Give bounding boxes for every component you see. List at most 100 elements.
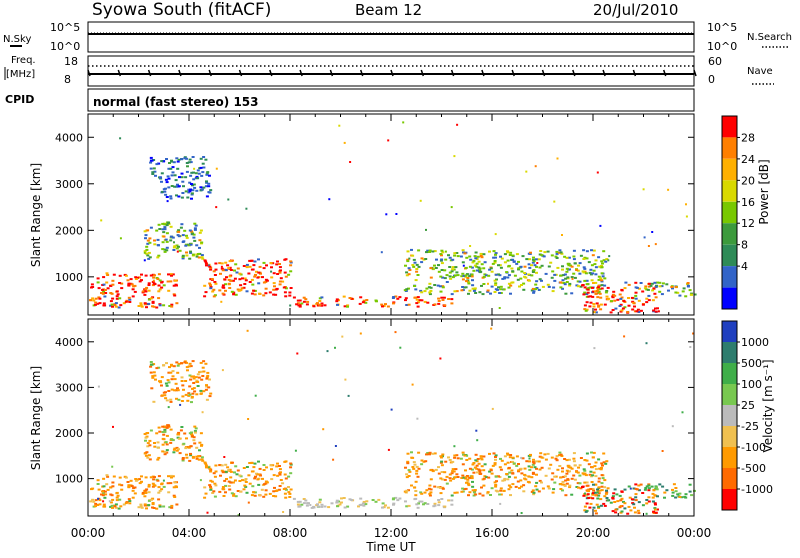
echo-cell (681, 290, 685, 293)
echo-cell (202, 156, 206, 158)
echo-cell (558, 465, 562, 467)
echo-cell (454, 468, 458, 471)
echo-cell (604, 462, 608, 465)
echo-cell (600, 474, 604, 477)
echo-cell (151, 482, 155, 485)
echo-cell (572, 452, 576, 455)
echo-cell (492, 256, 496, 259)
echo-cell (559, 483, 563, 485)
echo-cell (147, 284, 151, 286)
echo-cell (678, 492, 682, 495)
echo-cell (660, 293, 664, 296)
echo-cell (417, 265, 421, 268)
echo-cell (532, 256, 535, 259)
echo-cell (534, 288, 538, 291)
echo-cell (175, 449, 179, 452)
echo-cell (199, 186, 203, 189)
echo-cell (91, 297, 95, 300)
echo-cell (605, 258, 609, 261)
echo-cell (180, 158, 184, 161)
echo-cell (143, 452, 147, 455)
echo-cell (184, 380, 188, 382)
echo-cell (480, 263, 484, 266)
echo-cell (220, 267, 224, 270)
echo-cell (173, 294, 177, 297)
echo-cell (161, 443, 165, 446)
echo-cell (570, 265, 574, 268)
echo-cell (184, 447, 188, 450)
echo-cell (139, 503, 143, 506)
echo-cell (102, 276, 106, 279)
echo-cell (479, 457, 483, 460)
echo-cell (603, 486, 607, 489)
echo-cell (153, 239, 156, 242)
echo-cell (276, 462, 279, 465)
echo-cell (451, 276, 455, 279)
echo-cell (253, 293, 257, 296)
echo-cell (490, 327, 493, 330)
echo-cell (561, 234, 563, 236)
echo-cell (106, 274, 110, 276)
echo-cell (322, 428, 325, 431)
colorbar-segment (722, 321, 737, 342)
echo-cell (204, 158, 208, 161)
echo-cell (619, 303, 623, 306)
echo-cell (185, 437, 188, 440)
echo-cell (209, 470, 213, 473)
echo-cell (214, 282, 218, 285)
echo-cell (433, 504, 437, 507)
echo-cell (415, 302, 419, 305)
echo-cell (143, 259, 146, 262)
echo-cell (452, 470, 456, 473)
echo-cell (414, 490, 418, 492)
echo-cell (600, 462, 604, 465)
colorbar-tick-label: 500 (741, 357, 762, 370)
x-tick-label: 00:00 (71, 526, 106, 540)
echo-cell (190, 193, 194, 196)
echo-cell (441, 299, 445, 301)
echo-cell (650, 485, 654, 488)
echo-cell (448, 271, 452, 274)
echo-cell (406, 260, 410, 263)
echo-cell (585, 452, 589, 455)
echo-cell (224, 289, 227, 292)
freq-blip (299, 69, 303, 77)
echo-cell (685, 203, 687, 206)
echo-cell (527, 279, 531, 282)
echo-cell (192, 387, 196, 390)
echo-cell (406, 462, 410, 465)
freq-blip (511, 69, 515, 77)
echo-cell (469, 258, 473, 261)
echo-cell (302, 300, 306, 303)
echo-cell (585, 308, 589, 311)
echo-cell (348, 297, 352, 299)
echo-cell (482, 253, 486, 256)
echo-cell (473, 287, 477, 290)
echo-cell (89, 299, 92, 302)
echo-cell (581, 270, 585, 273)
echo-cell (151, 376, 155, 379)
echo-cell (561, 470, 564, 473)
echo-cell (658, 483, 662, 486)
echo-cell (148, 237, 152, 240)
echo-cell (165, 246, 169, 249)
echo-cell (585, 502, 589, 505)
echo-cell (419, 199, 422, 202)
echo-cell (171, 166, 175, 169)
echo-cell (189, 365, 193, 368)
echo-cell (171, 273, 175, 276)
echo-cell (657, 310, 660, 313)
echo-cell (233, 479, 237, 482)
echo-cell (470, 275, 474, 278)
echo-cell (652, 287, 656, 290)
echo-cell (274, 293, 278, 296)
echo-cell (627, 505, 631, 508)
echo-cell (420, 291, 424, 294)
echo-cell (589, 295, 593, 298)
echo-cell (175, 503, 179, 506)
echo-cell (637, 512, 641, 515)
echo-cell (115, 297, 119, 300)
echo-cell (208, 265, 212, 268)
echo-cell (392, 296, 396, 298)
echo-cell (261, 276, 264, 279)
